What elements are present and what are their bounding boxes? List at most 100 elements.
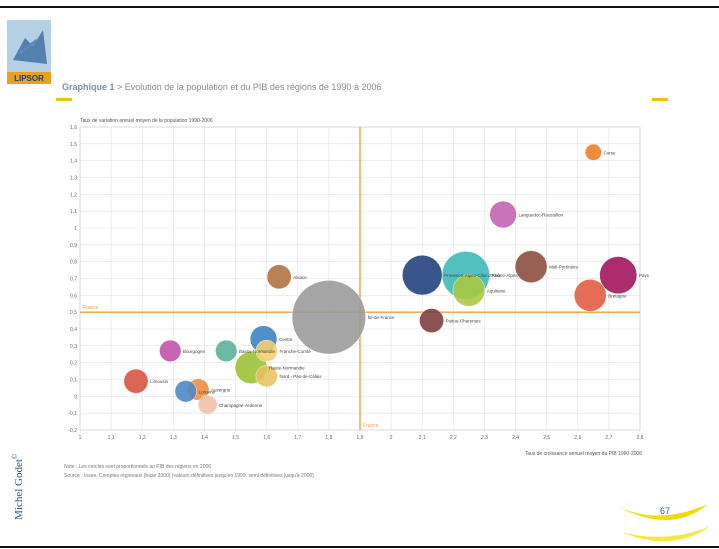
bubble	[174, 380, 197, 403]
y-tick-label: 1,1	[70, 209, 77, 215]
y-tick-label: 0,3	[70, 344, 77, 350]
bubble-label: Poitou-Charentes	[446, 319, 482, 324]
x-tick-label: 1,3	[170, 435, 177, 441]
bubble-label: Île-de-France	[367, 314, 395, 320]
bottom-rule	[0, 546, 719, 548]
bubble	[159, 339, 182, 362]
x-tick-label: 1,6	[263, 435, 270, 441]
bubble-label: Centre	[279, 337, 293, 342]
bubble-label: Bourgogne	[183, 349, 206, 354]
yellow-mark-left	[56, 98, 72, 101]
bubble	[452, 274, 486, 307]
bubble	[255, 339, 278, 362]
heading-bold: Graphique 1	[62, 82, 115, 92]
bubble-label: Lorraine	[199, 389, 216, 394]
bubble	[489, 200, 517, 229]
author-copyright: ©	[11, 453, 20, 460]
top-rule	[0, 6, 719, 8]
reference-label-horizontal: France	[83, 305, 99, 311]
y-axis-label: Taux de variation annuel moyen de la pop…	[80, 118, 213, 124]
y-tick-label: 0,4	[70, 327, 77, 333]
y-tick-label: 1	[74, 226, 77, 232]
note-line: Note : Les cercles sont proportionnels a…	[64, 464, 212, 470]
y-tick-label: 0,2	[70, 361, 77, 367]
bubble	[291, 280, 366, 355]
swoosh-logo	[616, 504, 710, 542]
bubble	[266, 264, 292, 290]
bubble	[402, 255, 443, 296]
bubble	[123, 368, 149, 394]
y-tick-label: 0,5	[70, 310, 77, 316]
x-tick-label: 1,1	[108, 435, 115, 441]
lipsor-logo: LIPSOR	[7, 20, 51, 84]
bubble	[584, 143, 602, 161]
y-tick-label: 0,7	[70, 277, 77, 283]
x-tick-label: 1,7	[294, 435, 301, 441]
y-tick-label: 1,3	[70, 176, 77, 182]
x-tick-label: 1,9	[357, 435, 364, 441]
bubble-label: Basse-Normandie	[239, 349, 276, 354]
y-tick-label: 0,9	[70, 243, 77, 249]
x-tick-label: 1,8	[325, 435, 332, 441]
x-tick-label: 2,1	[419, 435, 426, 441]
author-credit: Michel Godet©	[11, 437, 25, 537]
bubble	[419, 308, 444, 333]
x-tick-label: 2	[390, 435, 393, 441]
bubble-label: Midi-Pyrénées	[549, 265, 579, 270]
y-tick-label: 1,2	[70, 192, 77, 198]
logo-text: LIPSOR	[14, 74, 44, 83]
tick-labels: 1 1,1 1,2 1,3 1,4 1,5 1,6 1,7 1,8 1,9 2 2,1 2,2 2,3 2,…	[68, 125, 643, 441]
bubble-label: Aquitaine	[487, 288, 506, 293]
bubble-label: Rhône-Alpes	[492, 273, 519, 278]
bubble-label: Auvergne	[211, 388, 231, 393]
bubble-label: Corse	[604, 150, 617, 155]
x-tick-label: 1,2	[139, 435, 146, 441]
x-tick-label: 2,6	[574, 435, 581, 441]
bubble-label: Pays de la Loire	[639, 273, 650, 278]
x-tick-label: 1,5	[232, 435, 239, 441]
chart-notes: Note : Les cercles sont proportionnels a…	[64, 463, 314, 481]
bubble-label: Languedoc-Roussillon	[519, 213, 564, 218]
y-tick-label: 1,6	[70, 125, 77, 131]
bubble	[514, 250, 548, 283]
bubble	[574, 279, 607, 312]
bubble-label: Alsace	[293, 275, 307, 280]
yellow-mark-right	[652, 98, 668, 101]
page-number: 67	[660, 506, 671, 516]
bubble-label: Limousin	[150, 379, 169, 384]
x-tick-label: 1	[79, 435, 82, 441]
y-tick-label: 0,1	[70, 378, 77, 384]
bubble-label: Provence-Alpes-Côte d'Azur	[444, 273, 501, 278]
reference-label-vertical: France	[363, 423, 379, 429]
bubble	[215, 339, 238, 362]
y-tick-label: -0,1	[68, 411, 77, 417]
bubble-label: Nord - Pas-de-Calais	[279, 374, 322, 379]
y-tick-label: 0	[74, 394, 77, 400]
bubble-label: Haute-Normandie	[269, 366, 305, 371]
author-name: Michel Godet	[12, 459, 25, 520]
bubble	[197, 395, 218, 415]
y-tick-label: -0,2	[68, 428, 77, 434]
bubble	[599, 256, 638, 294]
y-tick-label: 0,6	[70, 293, 77, 299]
chart-heading: Graphique 1 > Evolution de la population…	[62, 82, 381, 92]
x-axis-label: Taux de croissance annuel moyen du PIB 1…	[525, 451, 643, 457]
y-tick-label: 1,4	[70, 159, 77, 165]
bubble-labels: Île-de-France Rhône-AlpesProvence-Alpes-C…	[150, 150, 650, 408]
x-tick-label: 2,3	[481, 435, 488, 441]
x-tick-label: 2,8	[637, 435, 644, 441]
bubble-label: Champagne-Ardenne	[219, 403, 263, 408]
x-tick-label: 2,4	[512, 435, 519, 441]
x-tick-label: 2,2	[450, 435, 457, 441]
x-tick-label: 2,7	[605, 435, 612, 441]
bubble-label: Bretagne	[608, 293, 627, 298]
x-tick-label: 1,4	[201, 435, 208, 441]
heading-rest: > Evolution de la population et du PIB d…	[114, 82, 382, 92]
y-tick-label: 1,5	[70, 142, 77, 148]
x-tick-label: 2,5	[543, 435, 550, 441]
bubble	[255, 365, 278, 388]
y-tick-label: 0,8	[70, 260, 77, 266]
bubbles	[123, 143, 638, 415]
source-line: Source : Insee, Comptes régionaux (base …	[64, 473, 314, 479]
